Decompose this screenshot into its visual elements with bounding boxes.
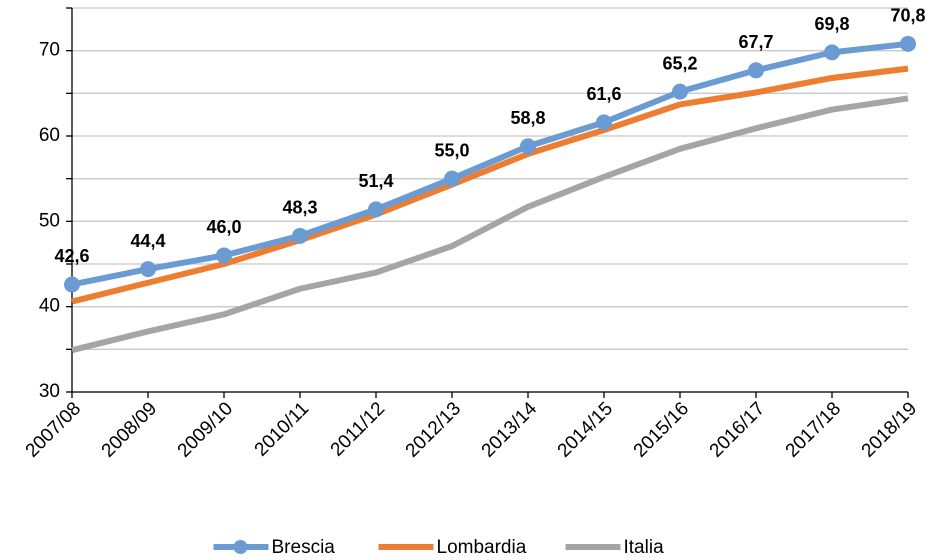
y-tick-label: 70 <box>39 40 60 61</box>
x-tick-label: 2012/13 <box>402 398 465 461</box>
series-line <box>71 40 909 288</box>
marker <box>292 227 308 244</box>
x-tick-label: 2017/18 <box>782 398 845 461</box>
marker <box>900 35 916 52</box>
value-label: 44,4 <box>130 231 165 251</box>
x-tick-label: 2007/08 <box>22 398 85 461</box>
value-label: 69,8 <box>814 14 849 34</box>
series-line <box>71 65 909 305</box>
x-tick-label: 2010/11 <box>251 398 313 460</box>
marker <box>140 261 156 278</box>
legend-marker <box>233 540 248 554</box>
x-tick-label: 2013/14 <box>478 398 542 462</box>
x-tick-label: 2011/12 <box>327 398 389 460</box>
y-tick-label: 30 <box>39 381 60 402</box>
marker <box>444 170 460 187</box>
value-label: 48,3 <box>282 198 317 218</box>
y-tick-label: 40 <box>39 296 60 317</box>
marker <box>520 138 536 155</box>
y-tick-label: 50 <box>39 210 60 231</box>
marker <box>368 201 384 218</box>
marker <box>824 44 840 61</box>
marker <box>64 276 80 293</box>
x-tick-label: 2014/15 <box>554 398 617 461</box>
marker <box>216 247 232 264</box>
x-tick-label: 2009/10 <box>174 398 237 461</box>
legend-label: Italia <box>624 537 665 558</box>
marker <box>672 83 688 100</box>
series-line <box>71 95 909 354</box>
value-label: 61,6 <box>586 84 621 104</box>
value-label: 65,2 <box>662 53 697 73</box>
x-tick-label: 2018/19 <box>858 398 921 461</box>
value-label: 51,4 <box>358 171 393 191</box>
legend-label: Brescia <box>272 537 336 558</box>
y-tick-label: 60 <box>39 125 60 146</box>
x-tick-label: 2015/16 <box>630 398 693 461</box>
value-label: 58,8 <box>510 108 545 128</box>
legend-label: Lombardia <box>437 537 527 558</box>
marker <box>748 62 764 79</box>
marker <box>596 114 612 131</box>
value-label: 55,0 <box>434 140 469 160</box>
value-label: 42,6 <box>54 246 89 266</box>
value-label: 70,8 <box>890 6 925 26</box>
x-tick-label: 2008/09 <box>98 398 161 461</box>
x-tick-label: 2016/17 <box>706 398 769 461</box>
value-label: 67,7 <box>738 32 773 52</box>
value-label: 46,0 <box>206 217 241 237</box>
